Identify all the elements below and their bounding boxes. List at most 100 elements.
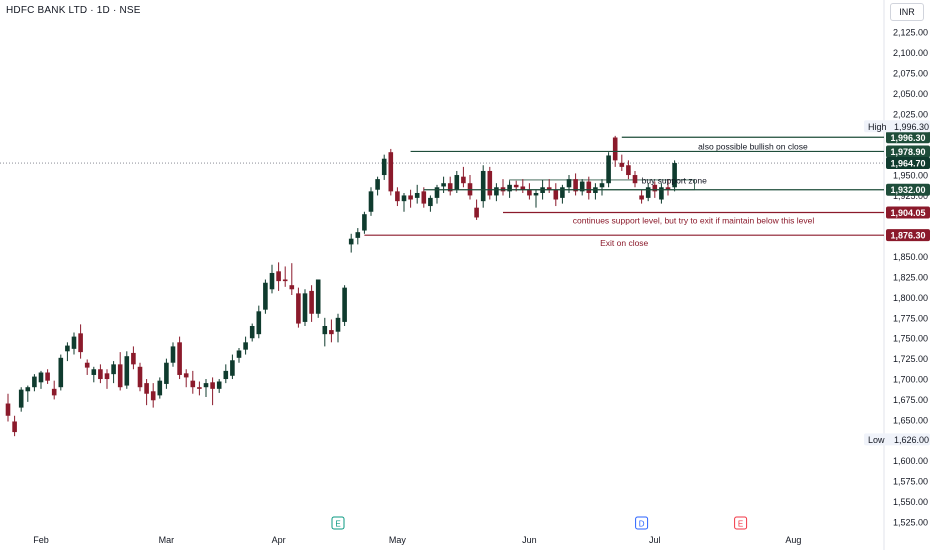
candle-body (513, 184, 519, 188)
candle-body (177, 342, 182, 375)
level-price-label: 1,904.05 (890, 208, 925, 218)
candle-body (645, 187, 651, 198)
candle-body (170, 346, 176, 363)
candle-body (302, 293, 308, 322)
candle-body (144, 383, 149, 394)
candle-body (487, 170, 493, 196)
candle-body (599, 183, 605, 188)
candle-body (322, 326, 328, 335)
candle-body (639, 195, 644, 200)
level-price-label: 1,996.30 (890, 133, 925, 143)
candle-body (309, 290, 314, 314)
candle-body (612, 137, 618, 161)
candle-body (269, 272, 275, 290)
candle-body (111, 364, 116, 375)
y-tick-label: 1,575.00 (893, 477, 928, 487)
candle-body (137, 366, 143, 388)
candle-body (45, 372, 50, 381)
candle-body (190, 380, 196, 388)
y-tick-label: 1,925.00 (893, 191, 928, 201)
y-tick-label: 2,100.00 (893, 48, 928, 58)
candle-body (12, 421, 17, 433)
y-tick-label: 1,550.00 (893, 497, 928, 507)
y-tick-label: 2,075.00 (893, 69, 928, 79)
low-tag-value: 1,626.00 (894, 435, 929, 445)
candle-body (289, 285, 295, 290)
level-price-label: 1,978.90 (890, 147, 925, 157)
y-tick-label: 1,775.00 (893, 313, 928, 323)
currency-button[interactable]: INR (890, 3, 924, 21)
candle-body (579, 181, 585, 192)
event-marker (734, 516, 748, 530)
candle-body (91, 369, 97, 375)
level-price-tag (886, 131, 930, 144)
candle-body (296, 293, 301, 324)
candle-body (84, 362, 90, 368)
y-tick-label: 2,050.00 (893, 89, 928, 99)
candle-body (315, 279, 321, 314)
candle-body (329, 330, 334, 335)
candle-body (659, 187, 664, 200)
candle-body (236, 350, 242, 358)
x-tick-label: Aug (785, 535, 801, 545)
candle-body (388, 152, 394, 192)
x-tick-label: May (389, 535, 407, 545)
candle-body (203, 383, 209, 388)
candle-body (434, 187, 440, 198)
candle-body (619, 162, 625, 167)
candle-body (520, 186, 526, 190)
candle-body (38, 372, 44, 383)
y-tick-label: 1,675.00 (893, 395, 928, 405)
candle-body (672, 163, 677, 188)
y-tick-label: 2,125.00 (893, 28, 928, 38)
y-tick-label: 1,600.00 (893, 456, 928, 466)
candle-body (606, 155, 611, 184)
y-tick-label: 1,800.00 (893, 293, 928, 303)
x-tick-label: Jun (522, 535, 537, 545)
candle-body (401, 195, 407, 202)
candle-body (78, 333, 83, 353)
level-price-tag (886, 145, 930, 158)
high-tag-label: High (868, 122, 887, 132)
level-price-tag (886, 183, 930, 196)
x-tick-label: Apr (272, 535, 286, 545)
candle-body (586, 181, 592, 193)
level-price-label: 1,876.30 (890, 231, 925, 241)
candle-body (131, 352, 136, 365)
event-marker-label: D (639, 520, 645, 529)
candle-body (348, 238, 354, 245)
candle-body (421, 191, 427, 204)
candle-body (408, 195, 413, 200)
level-price-label: 1,932.00 (890, 185, 925, 195)
candle-body (355, 232, 361, 238)
y-tick-label: 1,950.00 (893, 171, 928, 181)
candle-body (216, 381, 222, 389)
candle-body (104, 373, 110, 380)
candle-body (164, 362, 169, 384)
y-tick-label: 1,725.00 (893, 354, 928, 364)
candle-body (441, 183, 446, 187)
y-tick-label: 1,750.00 (893, 334, 928, 344)
candle-body (150, 391, 156, 401)
high-tag-value: 1,996.30 (894, 122, 929, 132)
level-annotation: buy support zone (642, 176, 707, 186)
candle-body (18, 389, 24, 408)
event-marker-label: E (738, 520, 743, 529)
candle-body (527, 189, 532, 196)
candle-body (197, 387, 202, 389)
candle-body (157, 380, 163, 396)
x-tick-label: Mar (159, 535, 175, 545)
candle-body (494, 187, 499, 196)
level-annotation: continues support level, but try to exit… (573, 216, 815, 226)
candle-body (381, 158, 387, 176)
event-marker (331, 516, 345, 530)
candle-body (553, 189, 559, 200)
candle-body (263, 282, 268, 310)
candle-body (395, 191, 400, 202)
candle-body (249, 326, 255, 339)
candle-body (335, 317, 341, 332)
y-tick-label: 1,825.00 (893, 273, 928, 283)
last-price-tag (886, 157, 930, 170)
